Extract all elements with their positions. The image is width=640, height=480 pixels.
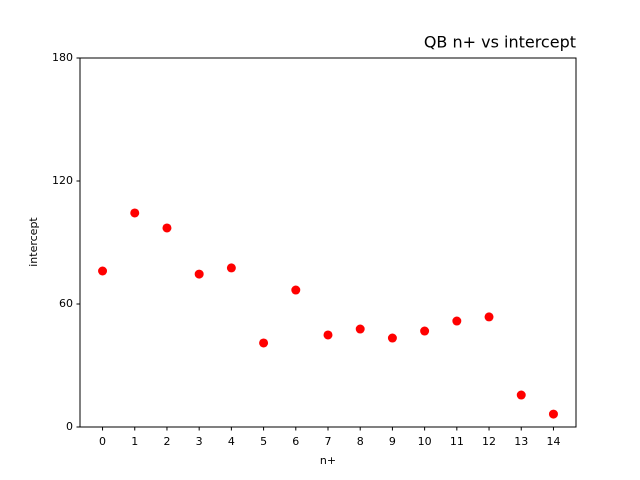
point (355, 324, 365, 334)
point (420, 326, 430, 336)
x-tick-label: 7 (325, 435, 332, 448)
x-tick-label: 1 (131, 435, 138, 448)
point (291, 285, 301, 295)
point (130, 208, 140, 218)
x-tick-label: 6 (292, 435, 299, 448)
x-tick-label: 5 (260, 435, 267, 448)
x-tick-label: 3 (196, 435, 203, 448)
point (484, 312, 494, 322)
x-axis-label: n+ (320, 454, 336, 467)
point (452, 316, 462, 326)
x-tick-label: 14 (546, 435, 560, 448)
point (98, 266, 108, 276)
chart-title: QB n+ vs intercept (424, 33, 576, 52)
y-tick-label: 120 (52, 174, 73, 187)
x-tick-label: 4 (228, 435, 235, 448)
x-tick-label: 8 (357, 435, 364, 448)
point (226, 263, 236, 273)
point (259, 338, 269, 348)
x-tick-label: 9 (389, 435, 396, 448)
x-tick-label: 10 (418, 435, 432, 448)
point (387, 333, 397, 343)
point (162, 223, 172, 233)
y-tick-label: 180 (52, 51, 73, 64)
plot-frame (79, 57, 577, 428)
y-tick-label: 0 (66, 420, 73, 433)
point (194, 269, 204, 279)
x-tick-label: 13 (514, 435, 528, 448)
x-tick-label: 12 (482, 435, 496, 448)
point (516, 390, 526, 400)
point (548, 409, 558, 419)
x-tick-label: 0 (99, 435, 106, 448)
y-tick-label: 60 (59, 297, 73, 310)
x-tick-label: 11 (450, 435, 464, 448)
y-axis-label: intercept (27, 217, 40, 267)
x-tick-label: 2 (163, 435, 170, 448)
point (323, 330, 333, 340)
